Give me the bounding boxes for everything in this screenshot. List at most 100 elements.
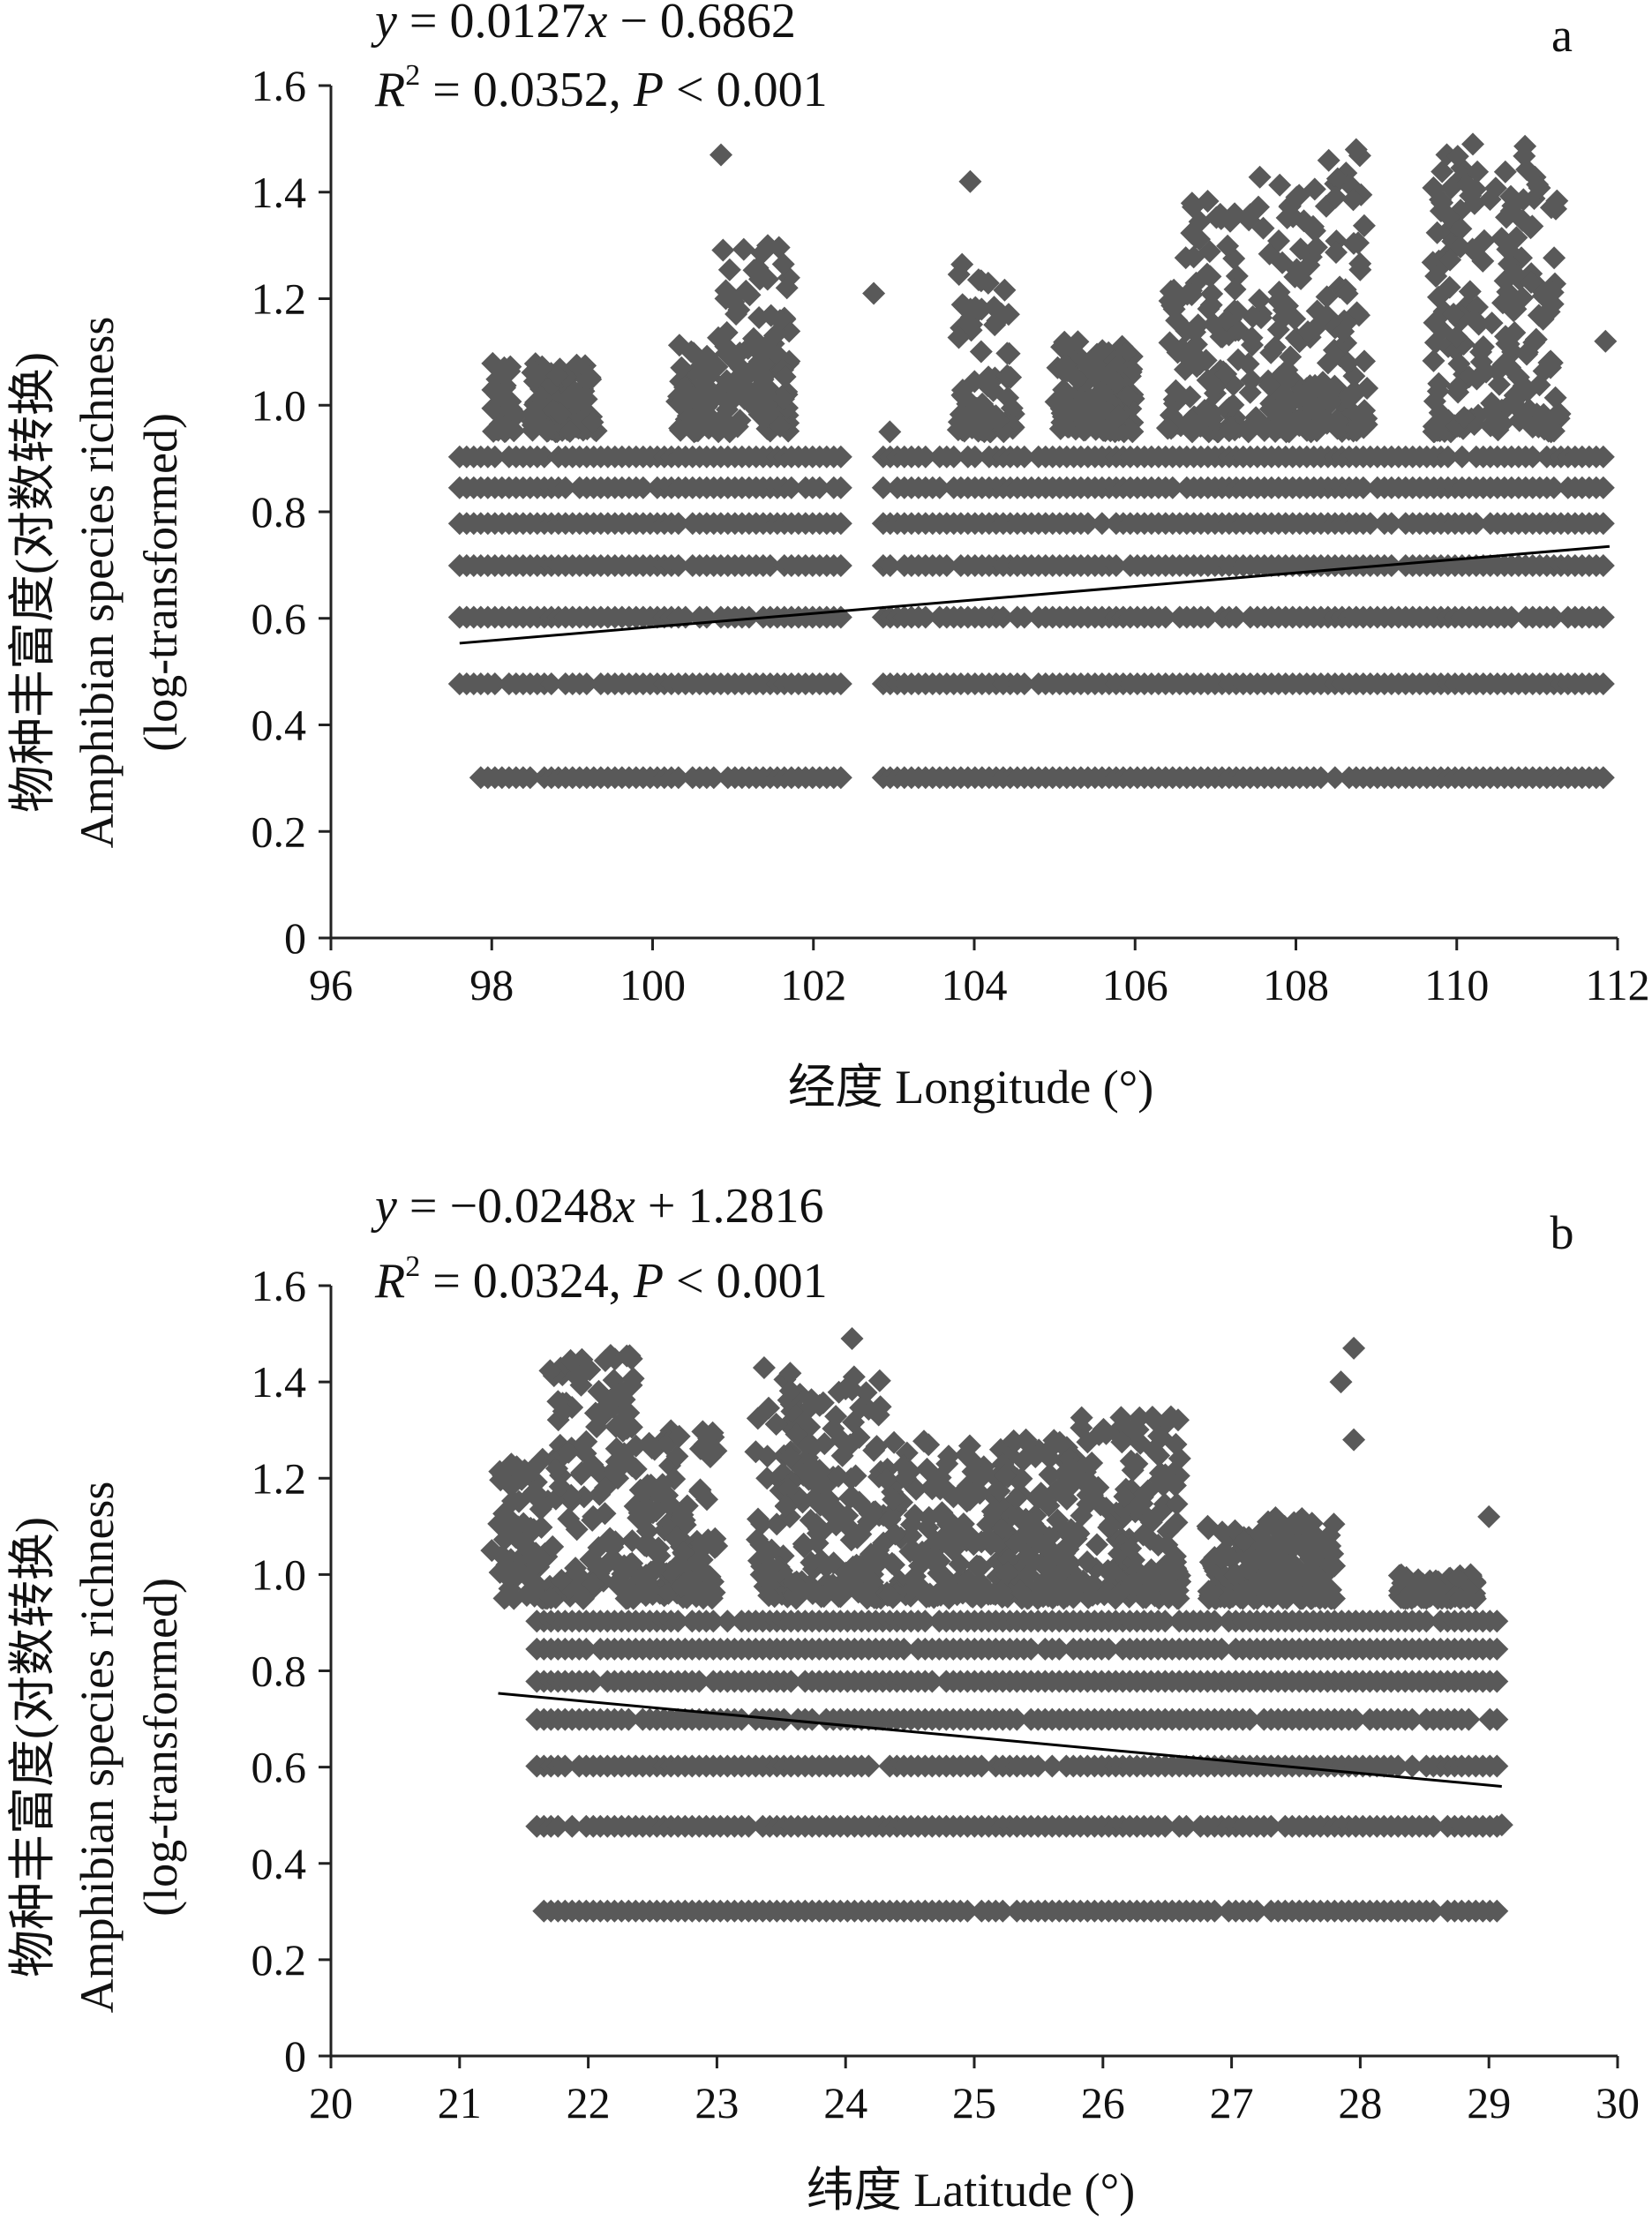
data-point — [779, 476, 803, 499]
data-point — [1415, 1609, 1438, 1633]
data-point — [1428, 401, 1452, 424]
data-point — [1438, 248, 1462, 272]
data-point — [710, 143, 732, 167]
data-point — [1324, 185, 1348, 209]
data-point — [1321, 1542, 1345, 1565]
data-point — [483, 445, 507, 469]
data-point — [539, 1587, 563, 1610]
data-point — [1342, 1336, 1366, 1360]
data-point — [1157, 1586, 1181, 1609]
data-point — [1515, 379, 1539, 403]
data-point — [1182, 195, 1205, 219]
y-tick-label: 0 — [284, 913, 306, 963]
data-point — [1174, 246, 1198, 270]
data-point — [1462, 191, 1486, 215]
data-point — [558, 419, 582, 443]
data-point — [520, 1459, 544, 1482]
data-point — [1267, 229, 1290, 252]
data-point — [800, 1550, 823, 1574]
data-point — [1450, 445, 1474, 469]
data-point — [919, 1548, 942, 1571]
data-point — [1048, 1637, 1071, 1661]
data-point — [1214, 362, 1238, 386]
data-point — [1591, 554, 1615, 577]
data-point — [502, 1587, 526, 1610]
data-point — [693, 1432, 717, 1456]
data-point — [1457, 1707, 1481, 1731]
data-point — [523, 361, 547, 385]
data-point — [829, 445, 852, 469]
data-point — [715, 369, 739, 393]
data-point — [646, 1555, 670, 1579]
y-tick-label: 1.4 — [252, 1357, 307, 1407]
data-point — [611, 1562, 635, 1586]
y-axis-title-line-3: (log-transformed) — [134, 413, 187, 752]
data-point — [702, 1609, 725, 1633]
data-point — [755, 1444, 779, 1468]
data-point — [1400, 1754, 1424, 1778]
data-point — [527, 1488, 551, 1512]
data-point — [1201, 407, 1225, 431]
data-point — [1113, 1485, 1137, 1508]
data-point — [1543, 404, 1567, 428]
y-tick-label: 0.4 — [252, 1839, 307, 1888]
data-point — [1447, 352, 1471, 376]
data-point — [1457, 1585, 1481, 1609]
data-point — [783, 1572, 807, 1595]
data-point — [1386, 1754, 1410, 1778]
panel-label: a — [1551, 9, 1573, 62]
data-point — [1316, 351, 1340, 375]
data-point — [711, 238, 735, 262]
x-tick-label: 98 — [469, 960, 514, 1009]
panel-a: 0 0.2 0.4 0.6 0.8 1.0 1.2 1.4 1.6 96 98 100 102 104 1… — [6, 0, 1650, 1114]
data-point — [1499, 605, 1523, 629]
data-point — [1490, 411, 1513, 434]
data-point — [1287, 1510, 1310, 1534]
scatter-points — [447, 132, 1618, 790]
data-point — [507, 1489, 530, 1513]
regression-stats: R2 = 0.0352, P < 0.001 — [374, 59, 828, 117]
data-point — [1353, 349, 1376, 373]
data-point — [1175, 1814, 1198, 1838]
data-point — [1197, 1579, 1220, 1603]
x-tick-label: 110 — [1424, 960, 1489, 1009]
data-point — [824, 1577, 848, 1601]
data-point — [1026, 1754, 1050, 1778]
data-point — [1245, 1899, 1269, 1923]
data-point — [1491, 291, 1514, 315]
data-point — [1202, 312, 1226, 336]
data-point — [1318, 1523, 1341, 1547]
data-point — [1148, 1468, 1172, 1492]
data-point — [1153, 1492, 1176, 1516]
data-point — [1262, 1533, 1286, 1557]
data-point — [840, 1327, 864, 1350]
data-point — [1323, 766, 1347, 790]
y-tick-label: 0.6 — [252, 1743, 307, 1792]
data-point — [666, 512, 690, 536]
data-point — [488, 1561, 512, 1584]
data-point — [1055, 1584, 1079, 1608]
data-point — [956, 1899, 980, 1923]
data-point — [969, 1467, 993, 1489]
data-point — [1422, 349, 1446, 372]
data-point — [1355, 377, 1379, 400]
data-point — [732, 386, 756, 410]
data-point — [1149, 1426, 1173, 1449]
data-point — [1449, 217, 1473, 241]
data-point — [947, 326, 971, 349]
data-point — [585, 1415, 609, 1438]
data-point — [1232, 1529, 1256, 1553]
data-point — [875, 1467, 898, 1491]
data-point — [1238, 203, 1262, 227]
data-point — [960, 1527, 984, 1550]
data-point — [1319, 1587, 1343, 1610]
data-point — [581, 410, 604, 434]
data-point — [1209, 206, 1233, 230]
data-point — [1110, 1430, 1134, 1454]
data-point — [1216, 234, 1240, 258]
x-tick-label: 24 — [823, 2078, 867, 2127]
data-point — [1422, 1814, 1446, 1838]
data-point — [952, 385, 976, 409]
data-point — [1430, 319, 1453, 342]
data-point — [1090, 512, 1114, 536]
